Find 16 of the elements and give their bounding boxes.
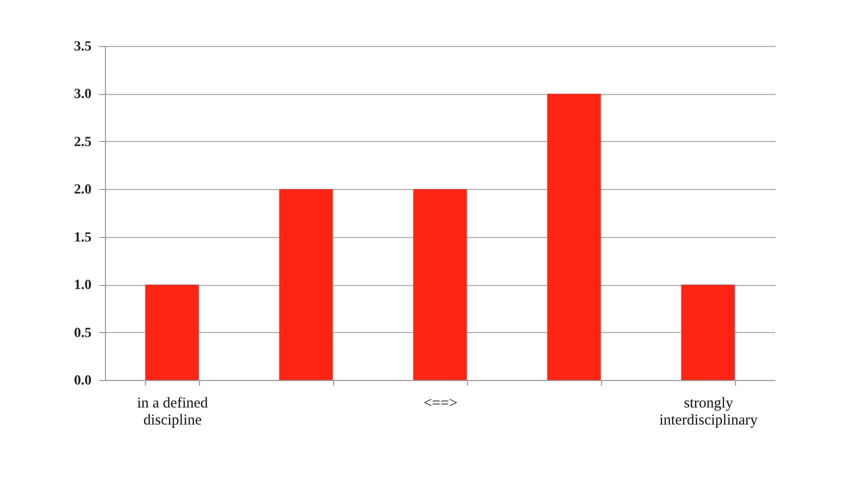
bar [681, 284, 735, 380]
y-tick-label: 3.5 [74, 40, 92, 54]
bar [279, 189, 333, 380]
y-tick-label: 3.0 [74, 87, 92, 102]
y-tick-label: 1.5 [74, 230, 92, 246]
y-tick-label: 2.0 [74, 182, 92, 198]
x-tick-label: <==> [424, 396, 458, 412]
x-tick-label: in a defined discipline [137, 396, 208, 428]
y-tick-label: 0.5 [74, 326, 92, 341]
bar [145, 284, 199, 380]
bar [547, 94, 601, 380]
x-tick-label: strongly interdisciplinary [659, 396, 758, 428]
y-tick-label: 0.0 [74, 374, 92, 388]
y-tick-label: 1.0 [74, 278, 92, 294]
bar [413, 189, 467, 380]
y-tick-label: 2.5 [74, 134, 92, 150]
